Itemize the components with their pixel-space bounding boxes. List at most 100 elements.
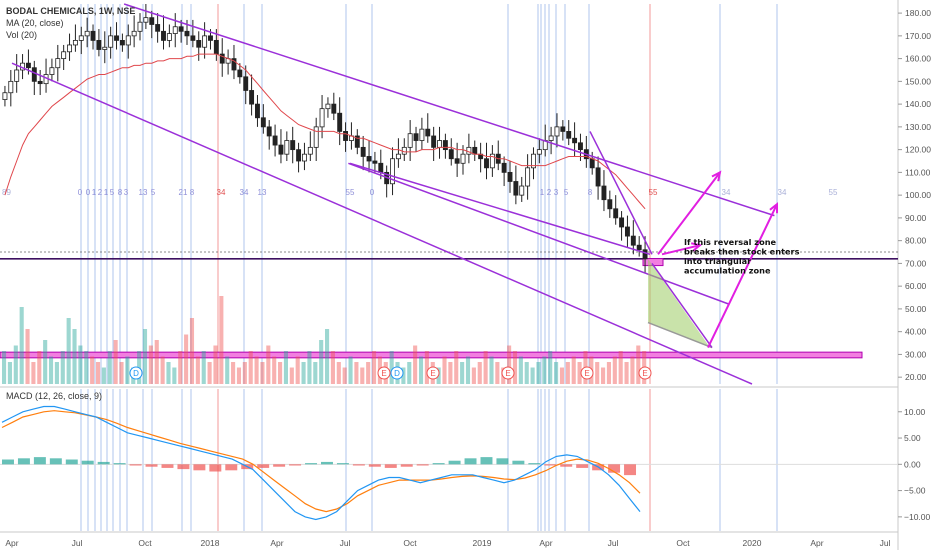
macd-histogram-bar <box>352 464 365 466</box>
candle-body <box>448 149 454 160</box>
candle-body <box>37 80 43 85</box>
price-tick-label: 90.00 <box>905 213 927 223</box>
event-marker <box>501 366 515 380</box>
macd-tick-label: 5.00 <box>904 433 921 443</box>
volume-bar <box>178 351 183 384</box>
fib-label-future: 34 <box>778 188 787 197</box>
volume-bar <box>542 356 547 384</box>
ma-legend[interactable]: MA (20, close) <box>6 18 64 28</box>
candle-body <box>114 35 119 41</box>
candle-body <box>255 103 260 119</box>
candle-body <box>78 35 84 41</box>
volume-bar <box>113 340 118 384</box>
macd-tick-label: −5.00 <box>904 486 926 496</box>
volume-bar <box>325 329 330 384</box>
price-tick-label: 150.00 <box>905 76 931 86</box>
volume-bar <box>618 351 623 384</box>
fib-label-left: 89 <box>2 188 11 197</box>
volume-bar <box>512 351 518 384</box>
event-marker <box>377 366 391 380</box>
candle-body <box>630 235 636 246</box>
volume-bar <box>559 367 565 384</box>
macd-histogram-bar <box>65 459 78 465</box>
candle-body <box>466 146 472 155</box>
macd-histogram-bar <box>17 458 30 465</box>
volume-bar <box>84 351 89 384</box>
time-tick-label: Apr <box>5 538 18 548</box>
fib-label-future: 55 <box>829 188 838 197</box>
candle-body <box>601 185 607 201</box>
volume-bar <box>360 367 365 384</box>
annotation-line: accumulation zone <box>684 266 771 276</box>
time-tick-label: Oct <box>403 538 417 548</box>
volume-bar <box>577 362 582 384</box>
event-label: E <box>381 369 386 378</box>
triangle-edge <box>651 262 713 349</box>
macd-histogram-bar <box>225 464 238 471</box>
candle-body <box>378 162 384 173</box>
candle-body <box>131 30 137 37</box>
volume-bar <box>13 345 18 384</box>
fib-label: 13 <box>139 188 148 197</box>
candle-body <box>31 67 37 82</box>
volume-bar <box>606 362 612 384</box>
candle-body <box>489 153 495 169</box>
candle-body <box>442 140 448 151</box>
macd-legend[interactable]: MACD (12, 26, close, 9) <box>6 391 103 401</box>
candle-body <box>202 35 208 48</box>
candle-body <box>125 35 131 46</box>
projection-arrow <box>661 244 701 256</box>
volume-bar <box>125 356 130 384</box>
volume-bar <box>495 362 500 384</box>
candle-body <box>260 117 266 128</box>
vol-legend[interactable]: Vol (20) <box>6 30 38 40</box>
arrow-head <box>769 202 779 214</box>
volume-bar <box>636 345 641 384</box>
inner-channel-line <box>349 162 651 256</box>
fib-label: 5 <box>564 188 569 197</box>
fib-label: 13 <box>258 188 267 197</box>
macd-tick-label: 0.00 <box>904 459 921 469</box>
symbol-title[interactable]: BODAL CHEMICALS, 1W, NSE <box>6 6 136 16</box>
candle-body <box>395 153 401 160</box>
volume-bar <box>454 351 459 384</box>
volume-bar <box>336 362 341 384</box>
candle-body <box>67 44 72 53</box>
volume-bar <box>189 318 195 384</box>
candle-body <box>219 53 225 64</box>
macd-histogram-bar <box>321 461 333 465</box>
time-tick-label: Apr <box>810 538 823 548</box>
volume-bar <box>448 362 453 384</box>
wedge-line <box>589 131 653 255</box>
candle-body <box>642 249 648 260</box>
time-axis: Apr Jul Oct 2018 Apr Jul Oct 2019 Apr Jul Oct 2020 A… <box>5 538 890 548</box>
candle-body <box>155 24 161 32</box>
volume-bar <box>313 362 318 384</box>
macd-histogram-bar <box>480 457 493 465</box>
time-tick-label: 2019 <box>473 538 492 548</box>
event-label: D <box>394 369 400 378</box>
volume-bar <box>78 345 83 384</box>
candle-body <box>554 126 560 137</box>
volume-bar <box>66 318 71 384</box>
candle-body <box>595 167 601 187</box>
volume-bar <box>418 356 424 384</box>
macd-histogram-bar <box>2 459 14 465</box>
volume-bar <box>371 351 377 384</box>
volume-bar <box>471 367 476 384</box>
price-axis: 180.00 170.00 160.00 150.00 140.00 130.00 120.… <box>898 8 931 522</box>
fib-label: 8 <box>118 188 123 197</box>
volume-bar <box>266 345 271 384</box>
macd-histogram-bar <box>400 464 413 467</box>
fib-label: 2 <box>98 188 103 197</box>
price-tick-label: 120.00 <box>905 145 931 155</box>
candle-body <box>161 30 166 41</box>
volume-bar <box>207 362 212 384</box>
candle-body <box>313 126 319 148</box>
macd-histogram-bar <box>624 464 637 476</box>
price-tick-label: 180.00 <box>905 8 931 18</box>
volume-bar <box>201 351 206 384</box>
candle-body <box>25 62 31 69</box>
volume-bar <box>401 367 406 384</box>
